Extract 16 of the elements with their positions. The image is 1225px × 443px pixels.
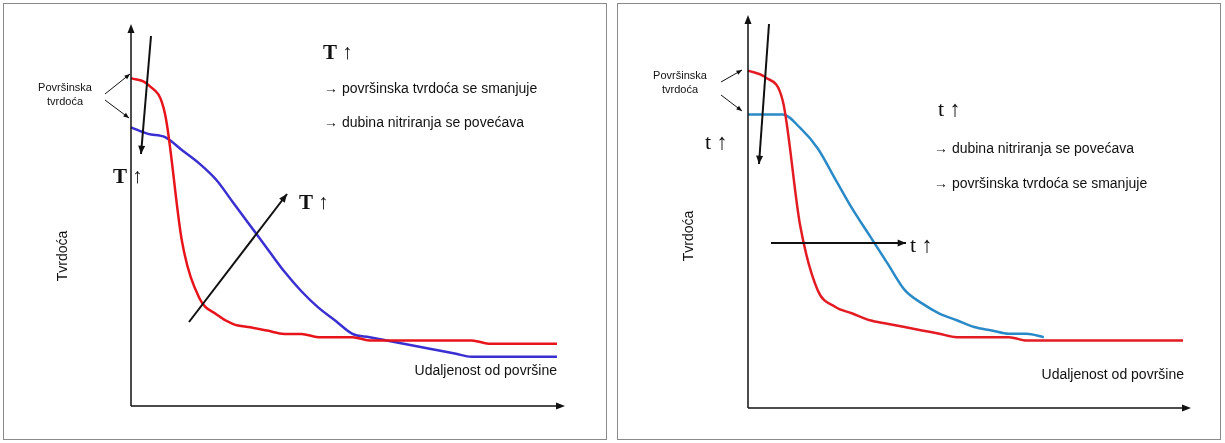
annotation: → površinska tvrdoća se smanjuje xyxy=(934,175,1148,191)
x-axis-title: Udaljenost od površine xyxy=(414,362,557,378)
text: Površinska tvrdoća xyxy=(37,80,93,108)
annotation: t ↑ xyxy=(910,232,933,258)
y-axis-title: Tvrdoća xyxy=(54,230,70,282)
x-axis-title: Udaljenost od površine xyxy=(1041,366,1184,382)
annotation: → dubina nitriranja se povećava xyxy=(324,114,525,130)
annotation: → površinska tvrdoća se smanjuje xyxy=(324,80,538,96)
y-axis-title: Tvrdoća xyxy=(680,210,696,262)
annotation: T ↑ xyxy=(113,164,143,189)
annotation: → dubina nitriranja se povećava xyxy=(934,140,1135,156)
annotation: t ↑ xyxy=(938,96,961,122)
annotation: T ↑ xyxy=(299,190,329,215)
text: T ↑ xyxy=(323,40,353,65)
text: t ↑ xyxy=(705,129,728,155)
text: Površinska tvrdoća xyxy=(652,68,708,96)
